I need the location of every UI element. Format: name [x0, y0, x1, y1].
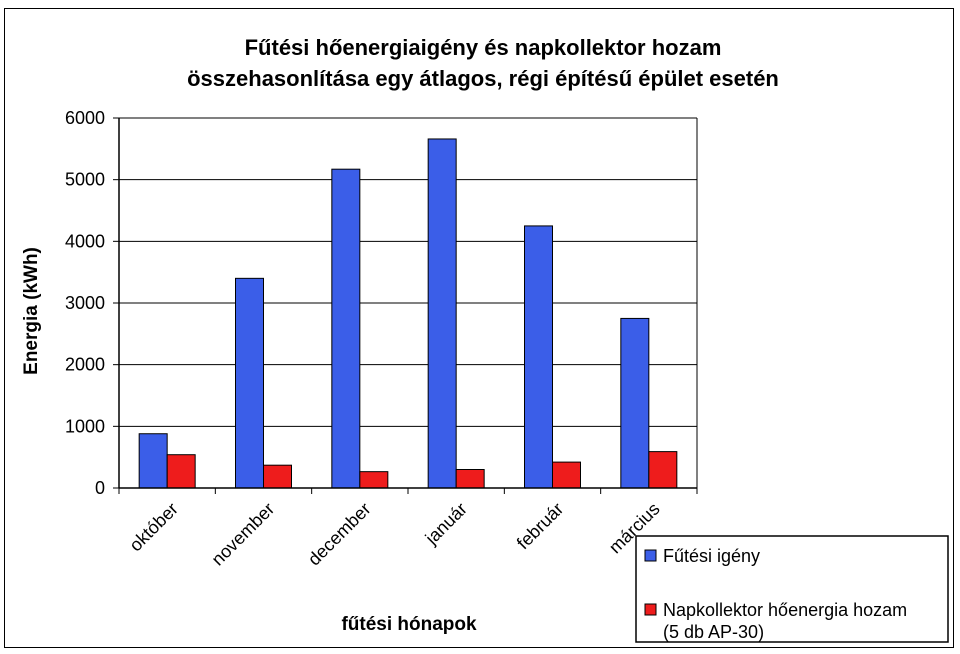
legend: Fűtési igény Napkollektor hőenergia hoza…: [635, 535, 949, 643]
y-axis-ticks: 0 1000 2000 3000 4000 5000 6000: [65, 108, 119, 498]
bar-futesi-igeny-3: [427, 138, 457, 489]
bar-napkollektor-5: [648, 451, 678, 489]
bar-napkollektor-2: [359, 471, 389, 489]
chart-title-line-2: összehasonlítása egy átlagos, régi építé…: [187, 66, 779, 91]
legend-box: [635, 535, 949, 643]
x-tick-label: október: [125, 499, 182, 556]
y-tick-label: 5000: [65, 170, 105, 190]
bar-chart: Fűtési hőenergiaigény és napkollektor ho…: [21, 35, 949, 643]
x-tick-label: január: [421, 499, 471, 549]
y-tick-label: 4000: [65, 231, 105, 251]
x-axis-label: fűtési hónapok: [341, 614, 477, 635]
bar-futesi-igeny-5: [620, 317, 650, 489]
x-tick-label: február: [513, 499, 567, 553]
bar-napkollektor-4: [552, 461, 581, 489]
legend-swatch-napkollektor: [644, 603, 657, 616]
y-tick-label: 0: [95, 478, 105, 498]
x-axis-ticks: október november december január február márc…: [118, 488, 698, 570]
bars: [138, 138, 678, 489]
legend-swatch-futesi-igeny: [644, 549, 657, 562]
y-tick-label: 2000: [65, 355, 105, 375]
x-tick-label: december: [304, 499, 375, 570]
bar-futesi-igeny-4: [524, 225, 553, 489]
y-tick-label: 6000: [65, 108, 105, 128]
bar-futesi-igeny-2: [331, 168, 361, 489]
chart-frame: Fűtési hőenergiaigény és napkollektor ho…: [4, 8, 954, 648]
chart-title-line-1: Fűtési hőenergiaigény és napkollektor ho…: [245, 35, 722, 60]
bar-futesi-igeny-0: [138, 433, 168, 489]
bar-napkollektor-1: [263, 464, 292, 489]
y-tick-label: 3000: [65, 293, 105, 313]
bar-futesi-igeny-1: [235, 277, 264, 489]
legend-label-napkollektor-line-1: Napkollektor hőenergia hozam: [663, 600, 907, 620]
legend-label-futesi-igeny: Fűtési igény: [663, 546, 760, 566]
bar-napkollektor-0: [166, 454, 196, 489]
bar-napkollektor-3: [455, 469, 485, 489]
x-tick-label: november: [208, 499, 279, 570]
legend-label-napkollektor-line-2: (5 db AP-30): [663, 622, 764, 642]
gridlines: [119, 117, 697, 427]
y-tick-label: 1000: [65, 416, 105, 436]
y-axis-label: Energia (kWh): [21, 247, 42, 375]
